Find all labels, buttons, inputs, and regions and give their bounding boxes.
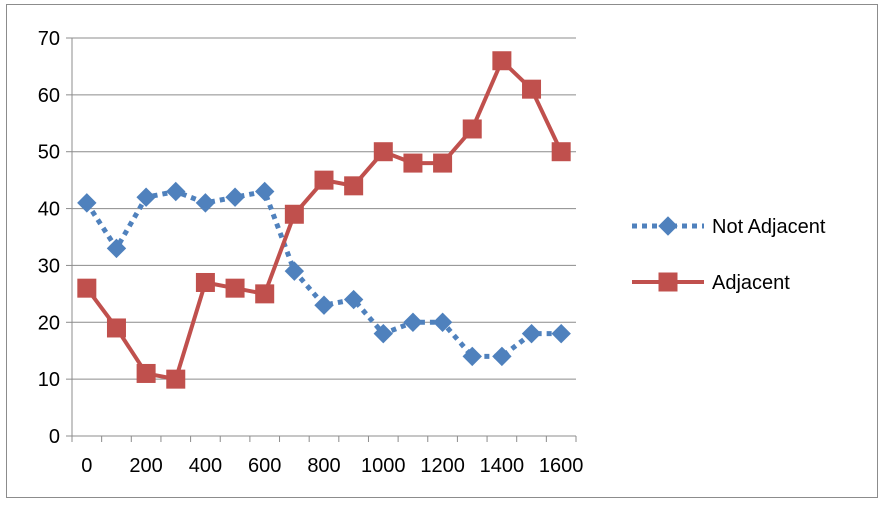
data-point-diamond (106, 238, 127, 259)
x-tick-label: 1200 (420, 455, 465, 477)
gridlines (72, 37, 576, 380)
series-line (84, 189, 562, 359)
data-point-square (551, 142, 571, 162)
data-point-diamond (343, 289, 364, 310)
data-point-square (225, 278, 245, 298)
y-tick-label: 30 (38, 255, 60, 277)
legend-label: Adjacent (712, 272, 790, 294)
data-point-diamond (136, 187, 156, 207)
series-not-adjacent (77, 181, 571, 367)
y-tick-label: 50 (38, 142, 60, 164)
axes: 0 10 20 30 40 50 60 70 0 200 400 600 800 1000 1200 1400… (38, 28, 584, 477)
legend: Not Adjacent Adjacent (632, 216, 826, 294)
data-point-square (106, 318, 126, 338)
y-tick-label: 10 (38, 369, 60, 391)
x-tick-label: 1000 (361, 455, 406, 477)
legend-entry-adjacent: Adjacent (632, 272, 790, 294)
data-point-diamond (314, 295, 334, 315)
data-point-diamond (492, 346, 512, 367)
data-point-diamond (521, 323, 542, 344)
data-point-diamond (254, 181, 275, 202)
data-point-diamond (551, 323, 571, 344)
data-point-diamond (225, 187, 245, 207)
data-point-diamond (403, 312, 423, 332)
data-point-diamond (432, 312, 453, 332)
data-point-square (314, 170, 334, 190)
y-tick-label: 60 (38, 85, 60, 107)
y-tick-label: 70 (38, 28, 60, 50)
y-tick-label: 40 (38, 199, 60, 221)
x-tick-label: 800 (307, 455, 340, 477)
data-point-square (522, 79, 542, 99)
data-point-square (462, 119, 482, 139)
data-point-diamond (373, 323, 394, 344)
data-point-square (433, 153, 453, 173)
data-point-square (492, 51, 512, 71)
data-point-diamond (77, 193, 97, 213)
data-point-square (284, 204, 304, 224)
data-point-square (166, 369, 186, 389)
x-tick-label: 600 (248, 455, 281, 477)
data-point-square (136, 363, 156, 383)
y-tick-label: 20 (38, 312, 60, 334)
data-point-square (255, 284, 275, 304)
data-point-diamond (195, 193, 216, 213)
data-point-diamond (166, 181, 186, 202)
legend-marker (658, 216, 678, 236)
y-tick-label: 0 (49, 426, 60, 448)
x-tick-label: 400 (189, 455, 222, 477)
chart-frame (6, 4, 878, 498)
data-point-square (77, 278, 97, 298)
legend-label: Not Adjacent (712, 216, 826, 238)
data-point-diamond (284, 261, 305, 281)
x-tick-label: 0 (81, 455, 92, 477)
data-point-square (195, 272, 215, 292)
legend-marker (658, 272, 678, 292)
data-point-square (403, 153, 423, 173)
x-tick-label: 1400 (480, 455, 525, 477)
x-tick-label: 1600 (539, 455, 584, 477)
x-tick-label: 200 (129, 455, 162, 477)
data-point-diamond (462, 346, 482, 367)
data-point-square (344, 176, 364, 196)
data-point-square (373, 142, 393, 162)
series-adjacent (77, 51, 571, 389)
series-layer (77, 51, 571, 389)
series-line (85, 58, 563, 382)
legend-entry-not-adjacent: Not Adjacent (632, 216, 826, 238)
